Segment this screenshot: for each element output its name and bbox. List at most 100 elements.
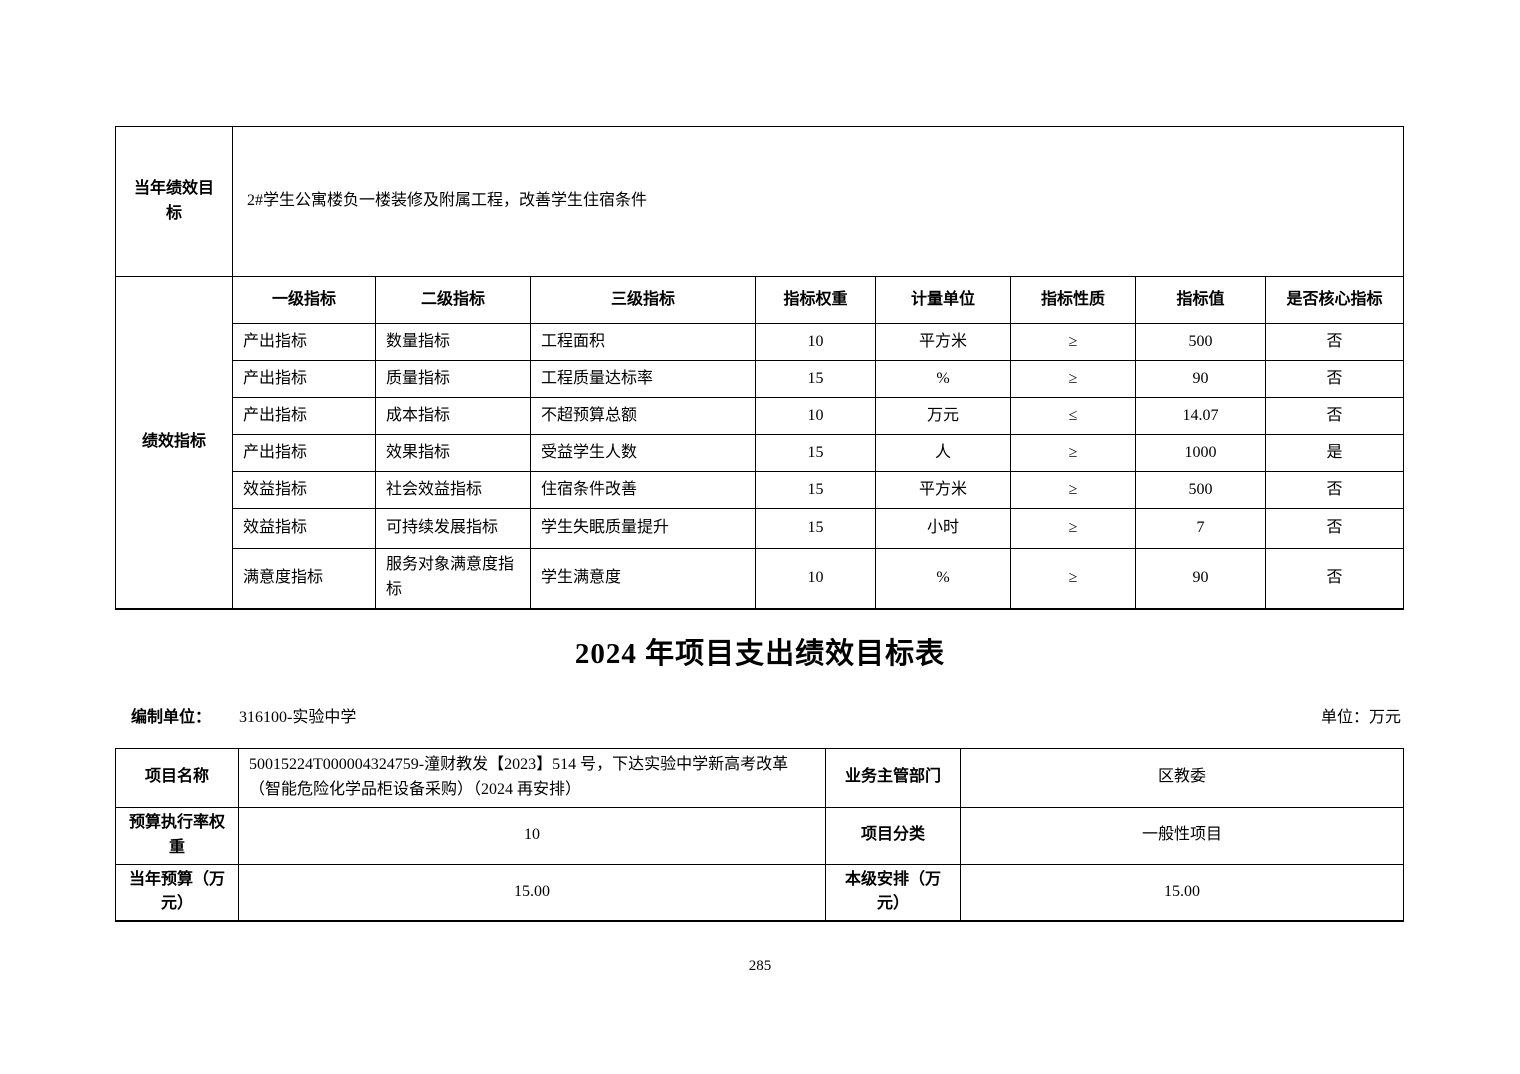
header-level2: 二级指标	[375, 276, 531, 324]
indicator-row: 产出指标 质量指标 工程质量达标率 15 % ≥ 90 否	[116, 360, 1405, 398]
indicator-cell: ≥	[1010, 471, 1136, 509]
indicator-cell: %	[875, 360, 1011, 398]
header-weight: 指标权重	[755, 276, 876, 324]
indicator-cell: 服务对象满意度指标	[375, 548, 531, 609]
indicator-row: 产出指标 效果指标 受益学生人数 15 人 ≥ 1000 是	[116, 434, 1405, 472]
page-number: 285	[748, 958, 772, 974]
indicator-cell: 产出指标	[232, 397, 376, 435]
execution-weight-value: 10	[238, 806, 826, 865]
indicator-cell: 受益学生人数	[530, 434, 756, 472]
indicator-row: 产出指标 成本指标 不超预算总额 10 万元 ≤ 14.07 否	[116, 397, 1405, 435]
project-name-row: 项目名称 50015224T000004324759-潼财教发【2023】514…	[115, 748, 1404, 808]
header-value: 指标值	[1135, 276, 1266, 324]
prepared-by-value: 316100-实验中学	[239, 709, 357, 726]
indicator-cell: 7	[1135, 508, 1266, 549]
indicator-cell: ≥	[1010, 548, 1136, 609]
indicator-cell: 产出指标	[232, 360, 376, 398]
supervising-dept-label: 业务主管部门	[825, 748, 961, 808]
project-name-value: 50015224T000004324759-潼财教发【2023】514 号，下达…	[238, 748, 826, 808]
indicator-cell: 500	[1135, 471, 1266, 509]
indicator-cell: 15	[755, 434, 876, 472]
indicator-cell: 平方米	[875, 323, 1011, 361]
indicator-cell: 人	[875, 434, 1011, 472]
indicators-section-label: 绩效指标	[115, 276, 233, 609]
indicator-cell: 14.07	[1135, 397, 1266, 435]
indicator-header-row: 绩效指标 一级指标 二级指标 三级指标 指标权重 计量单位 指标性质 指标值 是…	[115, 276, 1405, 609]
meta-line: 编制单位： 316100-实验中学 单位：万元	[115, 703, 1403, 727]
indicator-cell: 工程面积	[530, 323, 756, 361]
indicator-cell: 平方米	[875, 471, 1011, 509]
project-category-label: 项目分类	[825, 806, 961, 865]
indicator-cell: 数量指标	[375, 323, 531, 361]
execution-weight-label: 预算执行率权重	[115, 806, 239, 865]
header-unit: 计量单位	[875, 276, 1011, 324]
goal-row: 当年绩效目标 2#学生公寓楼负一楼装修及附属工程，改善学生住宿条件	[115, 126, 1405, 277]
indicator-cell: ≥	[1010, 360, 1136, 398]
indicator-cell: 否	[1264, 397, 1405, 435]
indicator-cell: %	[875, 548, 1011, 609]
indicator-cell: 15	[755, 360, 876, 398]
indicator-cell: 否	[1264, 471, 1405, 509]
project-category-value: 一般性项目	[960, 806, 1404, 865]
indicator-cell: 效益指标	[232, 471, 376, 509]
indicator-cell: 学生失眠质量提升	[530, 508, 756, 549]
current-budget-label: 当年预算（万元）	[115, 863, 239, 922]
indicator-cell: ≥	[1010, 434, 1136, 472]
indicator-cell: 效果指标	[375, 434, 531, 472]
prepared-by: 编制单位： 316100-实验中学	[115, 703, 356, 727]
goal-label: 当年绩效目标	[115, 126, 233, 277]
header-level1: 一级指标	[232, 276, 376, 324]
indicator-cell: 10	[755, 548, 876, 609]
indicator-cell: 90	[1135, 360, 1266, 398]
indicator-cell: 住宿条件改善	[530, 471, 756, 509]
indicator-cell: 不超预算总额	[530, 397, 756, 435]
local-arrangement-value: 15.00	[960, 863, 1404, 922]
indicator-cell: 社会效益指标	[375, 471, 531, 509]
indicator-cell: 15	[755, 471, 876, 509]
supervising-dept-value: 区教委	[960, 748, 1404, 808]
indicator-cell: 万元	[875, 397, 1011, 435]
project-name-label: 项目名称	[115, 748, 239, 808]
header-nature: 指标性质	[1010, 276, 1136, 324]
indicator-row: 效益指标 可持续发展指标 学生失眠质量提升 15 小时 ≥ 7 否	[116, 508, 1405, 549]
current-budget-value: 15.00	[238, 863, 826, 922]
header-core: 是否核心指标	[1264, 276, 1405, 324]
budget-row: 当年预算（万元） 15.00 本级安排（万元） 15.00	[115, 863, 1404, 922]
indicator-cell: 否	[1264, 360, 1405, 398]
indicator-cell: 否	[1264, 548, 1405, 609]
indicator-row: 效益指标 社会效益指标 住宿条件改善 15 平方米 ≥ 500 否	[116, 471, 1405, 509]
indicator-cell: 15	[755, 508, 876, 549]
indicator-cell: 产出指标	[232, 323, 376, 361]
indicator-cell: 满意度指标	[232, 548, 376, 609]
indicator-cell: 学生满意度	[530, 548, 756, 609]
local-arrangement-label: 本级安排（万元）	[825, 863, 961, 922]
indicator-cell: 工程质量达标率	[530, 360, 756, 398]
indicator-cell: ≥	[1010, 508, 1136, 549]
performance-indicators-table: 当年绩效目标 2#学生公寓楼负一楼装修及附属工程，改善学生住宿条件 绩效指标 一…	[115, 126, 1405, 610]
project-info-table: 项目名称 50015224T000004324759-潼财教发【2023】514…	[115, 748, 1404, 923]
indicator-cell: ≥	[1010, 323, 1136, 361]
page-title: 2024 年项目支出绩效目标表	[574, 638, 946, 670]
indicator-cell: 否	[1264, 508, 1405, 549]
indicator-row: 满意度指标 服务对象满意度指标 学生满意度 10 % ≥ 90 否	[116, 548, 1405, 609]
indicator-cell: 产出指标	[232, 434, 376, 472]
indicator-cell: 是	[1264, 434, 1405, 472]
indicator-cell: 小时	[875, 508, 1011, 549]
indicator-row: 产出指标 数量指标 工程面积 10 平方米 ≥ 500 否	[116, 323, 1405, 361]
indicator-cell: 10	[755, 323, 876, 361]
indicator-cell: 否	[1264, 323, 1405, 361]
indicator-cell: 质量指标	[375, 360, 531, 398]
indicator-cell: 90	[1135, 548, 1266, 609]
header-level3: 三级指标	[530, 276, 756, 324]
indicator-cell: ≤	[1010, 397, 1136, 435]
indicator-cell: 500	[1135, 323, 1266, 361]
currency-unit-note: 单位：万元	[1320, 709, 1401, 726]
prepared-by-label: 编制单位：	[131, 709, 212, 726]
indicator-cell: 效益指标	[232, 508, 376, 549]
goal-text: 2#学生公寓楼负一楼装修及附属工程，改善学生住宿条件	[231, 126, 1405, 277]
execution-weight-row: 预算执行率权重 10 项目分类 一般性项目	[115, 806, 1404, 865]
indicator-cell: 1000	[1135, 434, 1266, 472]
indicator-cell: 10	[755, 397, 876, 435]
indicator-cell: 可持续发展指标	[375, 508, 531, 549]
